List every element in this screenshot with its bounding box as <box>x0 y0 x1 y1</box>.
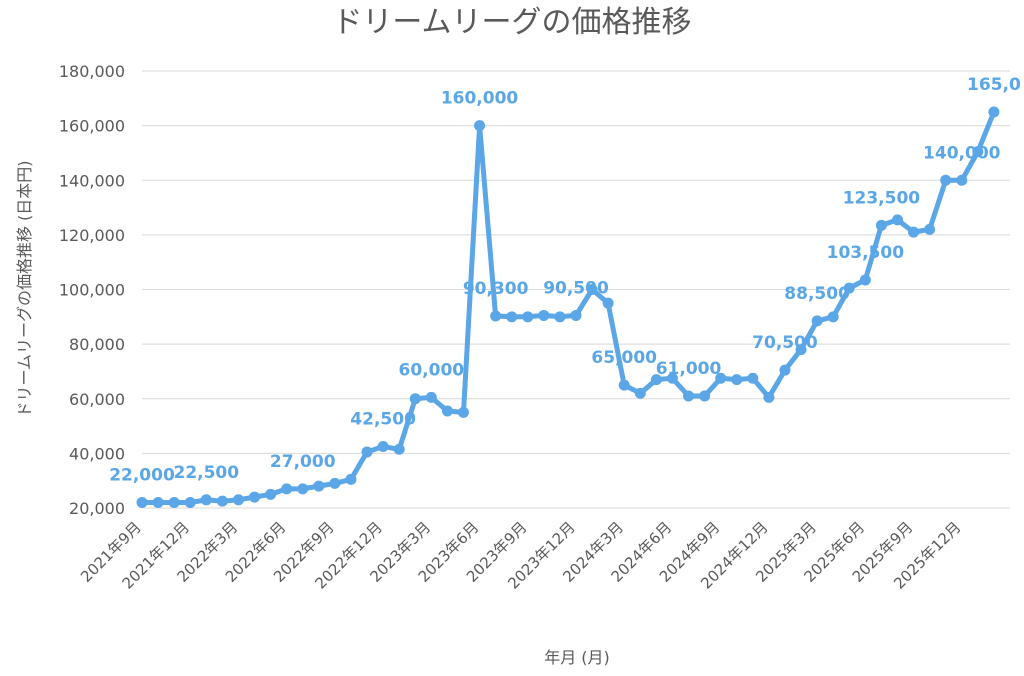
data-label: 160,000 <box>441 89 519 109</box>
chart-title: ドリームリーグの価格推移 <box>332 5 691 40</box>
data-point <box>409 393 421 405</box>
data-point <box>554 311 566 323</box>
data-point <box>506 311 518 323</box>
data-point <box>232 494 244 506</box>
data-point <box>361 446 373 458</box>
data-label: 60,000 <box>399 360 465 380</box>
x-axis-ticks: 2021年9月2021年12月2022年3月2022年6月2022年9月2022… <box>77 518 964 592</box>
data-point <box>602 297 614 309</box>
data-point <box>216 495 228 507</box>
data-point <box>586 284 598 295</box>
data-point <box>329 477 341 489</box>
y-tick-label: 20,000 <box>69 499 125 518</box>
data-label: 165,0 <box>967 75 1021 95</box>
data-point <box>265 488 277 500</box>
data-point <box>425 391 437 403</box>
data-point <box>795 344 807 356</box>
data-point <box>538 309 550 321</box>
y-tick-label: 60,000 <box>69 390 125 409</box>
series <box>136 106 1000 509</box>
data-point <box>908 226 920 238</box>
data-point <box>859 274 871 286</box>
data-point <box>522 311 534 323</box>
data-point <box>731 374 743 386</box>
data-point <box>827 311 839 323</box>
data-point <box>297 483 309 495</box>
y-tick-label: 80,000 <box>69 335 125 354</box>
y-tick-label: 40,000 <box>69 444 125 463</box>
data-label: 61,000 <box>656 359 722 379</box>
data-point <box>570 309 582 321</box>
x-axis-title: 年月 (月) <box>544 648 610 667</box>
series-line <box>142 111 997 505</box>
data-point <box>281 483 293 495</box>
data-point <box>683 390 695 402</box>
data-point <box>249 491 261 503</box>
data-point <box>474 120 486 132</box>
data-point <box>490 310 502 322</box>
data-point <box>940 174 952 186</box>
data-point <box>924 223 936 235</box>
data-point <box>618 379 630 391</box>
data-label: 65,000 <box>591 348 657 368</box>
y-axis-title: ドリームリーグの価格推移 (日本円) <box>15 160 34 417</box>
gridlines <box>142 70 1010 509</box>
data-point <box>988 106 1000 118</box>
data-label: 90,300 <box>463 279 529 299</box>
data-label: 90,500 <box>543 278 609 298</box>
data-point <box>168 497 180 509</box>
y-tick-label: 180,000 <box>59 62 125 81</box>
data-point <box>152 497 164 509</box>
data-label: 42,500 <box>350 410 416 430</box>
data-point <box>377 441 389 453</box>
data-point <box>875 219 887 231</box>
data-point <box>763 391 775 403</box>
data-point <box>779 364 791 376</box>
data-point <box>393 443 405 455</box>
data-label: 140,000 <box>923 143 1001 163</box>
y-tick-label: 160,000 <box>59 117 125 136</box>
data-point <box>650 374 662 386</box>
y-tick-label: 100,000 <box>59 281 125 300</box>
data-label: 22,500 <box>173 463 239 483</box>
data-label: 103,500 <box>827 243 905 263</box>
y-tick-label: 140,000 <box>59 171 125 190</box>
data-point <box>811 315 823 327</box>
data-point <box>441 405 453 417</box>
data-point <box>715 372 727 384</box>
data-point <box>972 146 984 158</box>
data-point <box>956 174 968 186</box>
data-point <box>634 387 646 399</box>
data-point <box>200 494 212 506</box>
data-point <box>666 372 678 384</box>
data-point <box>136 497 148 509</box>
y-axis-ticks: 20,000 40,000 60,000 80,000 100,000 120,000 14… <box>59 62 125 518</box>
data-point <box>184 497 196 509</box>
data-point <box>699 390 711 402</box>
data-label: 123,500 <box>843 188 921 208</box>
data-point <box>747 372 759 384</box>
data-label: 70,500 <box>752 333 818 353</box>
data-label: 88,500 <box>784 284 850 304</box>
data-point <box>843 282 855 294</box>
data-point <box>891 214 903 226</box>
data-point <box>313 480 325 492</box>
data-label: 27,000 <box>270 452 336 472</box>
data-point <box>457 406 469 418</box>
y-tick-label: 120,000 <box>59 226 125 245</box>
data-point <box>345 473 357 485</box>
data-label: 22,000 <box>109 466 175 486</box>
